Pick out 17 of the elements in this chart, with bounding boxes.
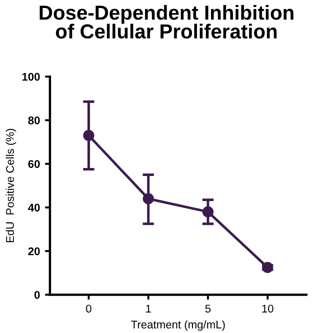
y-axis-title: EdU Positive Cells (%)	[6, 128, 16, 242]
y-tick-label: 60	[28, 160, 40, 168]
y-tick-label: 80	[28, 116, 40, 124]
y-tick-label: 20	[28, 247, 40, 256]
y-tick-label: 40	[28, 204, 40, 212]
y-tick-label: 0	[34, 290, 40, 299]
x-tick-label: 5	[205, 304, 211, 313]
y-tick-label: 100	[22, 72, 40, 81]
point	[262, 262, 274, 273]
x-tick-label: 10	[262, 304, 274, 313]
x-axis-title: Treatment (mg/mL)	[131, 320, 225, 331]
x-tick-label: 0	[86, 304, 92, 313]
x-tick-label: 1	[146, 304, 151, 312]
point	[202, 206, 214, 218]
chart-title: Dose-Dependent Inhibition of Cellular Proliferation	[40, 4, 294, 39]
point	[142, 193, 154, 204]
point	[83, 130, 94, 142]
